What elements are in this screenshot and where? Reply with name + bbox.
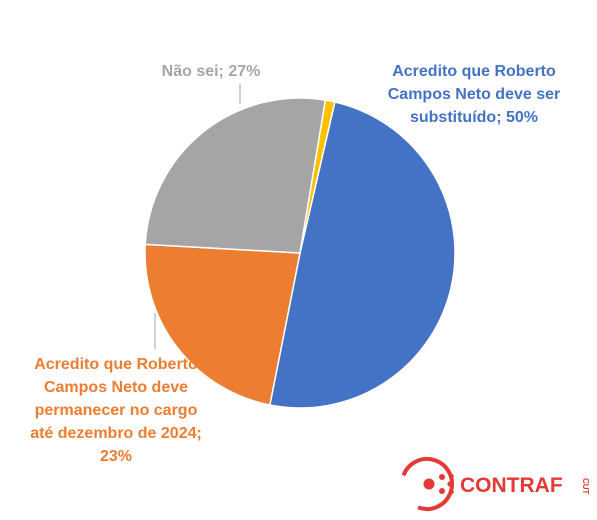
data-label-line: Não sei; 27%: [162, 63, 261, 80]
data-label-line: permanecer no cargo: [35, 402, 198, 419]
logo-dot-icon: [450, 474, 454, 478]
data-label-line: até dezembro de 2024;: [30, 425, 202, 442]
data-label-2: Não sei; 27%: [162, 63, 261, 80]
contraf-logo: CONTRAF CUT: [400, 457, 590, 511]
logo-dot-icon: [450, 490, 454, 494]
pie-slice-3: [299, 99, 336, 254]
data-label-line: 23%: [100, 448, 132, 465]
data-label-0: Acredito que Roberto Campos Neto deve ser…: [388, 63, 561, 126]
logo-dot-icon: [447, 481, 453, 487]
pie-slice-2: [144, 97, 327, 254]
data-label-line: substituído; 50%: [410, 109, 538, 126]
data-label-line: Acredito que Roberto: [34, 356, 198, 373]
logo-dot-icon: [439, 474, 445, 480]
logo-dot-icon: [423, 478, 435, 490]
pie-slice-0: [268, 101, 456, 409]
logo-suffix: CUT: [581, 478, 590, 495]
data-label-1: Acredito que Roberto Campos Neto deve perm…: [30, 356, 202, 465]
pie-slice-1: [144, 243, 301, 406]
data-label-line: Campos Neto deve ser: [388, 86, 561, 103]
data-label-line: Acredito que Roberto: [392, 63, 556, 80]
data-label-line: Campos Neto deve: [44, 379, 188, 396]
logo-text: CONTRAF: [460, 474, 563, 497]
logo-dot-icon: [439, 488, 445, 494]
